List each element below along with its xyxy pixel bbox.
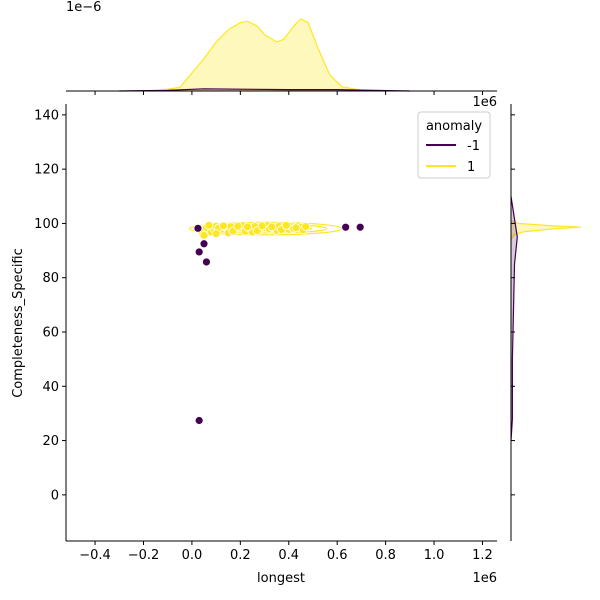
top-marginal-ticks xyxy=(94,91,483,95)
y-tick-label: 140 xyxy=(34,108,59,123)
y-tick-label: 0 xyxy=(51,488,59,503)
right-kde-fill-pos xyxy=(511,220,581,240)
top-kde-line-neg xyxy=(119,88,410,92)
main-axes: −0.4 −0.2 0.0 0.2 0.4 0.6 0.8 1.0 1.2 0 20 40 60 80 1… xyxy=(11,95,497,586)
scatter-point-pos xyxy=(301,222,311,231)
scatter-point-pos xyxy=(257,221,267,231)
scatter-point-pos xyxy=(243,222,253,232)
scatter-points xyxy=(193,220,365,425)
y-tick-label: 120 xyxy=(34,163,59,178)
top-marginal: 1e−6 xyxy=(66,0,497,95)
right-marginal-kde-curves xyxy=(510,196,582,441)
top-marginal-offset-text: 1e−6 xyxy=(66,0,101,15)
legend: anomaly -1 1 xyxy=(417,111,491,179)
top-kde-line-pos xyxy=(155,18,386,92)
top-marginal-kde-curves xyxy=(119,18,410,92)
y-tick-label: 20 xyxy=(42,434,59,449)
scatter-point-pos xyxy=(281,220,291,230)
scatter-point-pos xyxy=(291,223,301,233)
legend-title: anomaly xyxy=(426,119,482,134)
scatter-point-pos xyxy=(233,221,243,231)
legend-label-neg: -1 xyxy=(467,139,480,154)
right-kde-fill-neg xyxy=(511,196,518,441)
scatter-point-pos xyxy=(199,230,209,240)
x-tick-label: 1.2 xyxy=(472,548,493,563)
x-offset-text-bottom: 1e6 xyxy=(472,571,497,586)
top-kde-fill-pos xyxy=(155,19,386,91)
scatter-point-neg xyxy=(194,247,204,257)
x-tick-label: 0.4 xyxy=(278,548,299,563)
x-tick-label: 0.6 xyxy=(327,548,348,563)
x-tick-label: 0.0 xyxy=(182,548,203,563)
y-tick-label: 60 xyxy=(42,326,59,341)
scatter-point-neg xyxy=(193,223,203,233)
x-tick-label: 0.2 xyxy=(230,548,251,563)
right-kde-line-neg xyxy=(510,196,518,441)
scatter-point-neg xyxy=(194,416,204,425)
x-tick-label: 1.0 xyxy=(424,548,445,563)
scatter-point-neg xyxy=(355,222,365,232)
scatter-point-neg xyxy=(202,257,211,267)
y-tick-label: 40 xyxy=(42,380,59,395)
scatter-point-pos xyxy=(204,220,214,230)
x-offset-text-top: 1e6 xyxy=(472,95,497,110)
y-axis-label: Completeness_Specific xyxy=(11,248,26,398)
scatter-point-neg xyxy=(199,239,209,249)
y-axis-ticks: 0 20 40 60 80 100 120 140 xyxy=(34,108,66,503)
x-tick-label: 0.8 xyxy=(375,548,396,563)
y-tick-label: 80 xyxy=(42,271,59,286)
right-marginal xyxy=(510,104,582,541)
scatter-point-pos xyxy=(267,222,277,232)
right-marginal-ticks xyxy=(511,114,515,496)
x-tick-label: −0.2 xyxy=(128,548,160,563)
x-axis-label: longest xyxy=(257,571,305,586)
x-tick-label: −0.4 xyxy=(79,548,111,563)
x-axis-ticks: −0.4 −0.2 0.0 0.2 0.4 0.6 0.8 1.0 1.2 xyxy=(79,541,493,563)
y-tick-label: 100 xyxy=(34,217,59,232)
scatter-point-pos xyxy=(218,221,228,231)
scatter-point-neg xyxy=(341,222,351,232)
legend-label-pos: 1 xyxy=(467,160,475,175)
scatter-point-pos xyxy=(211,229,221,239)
